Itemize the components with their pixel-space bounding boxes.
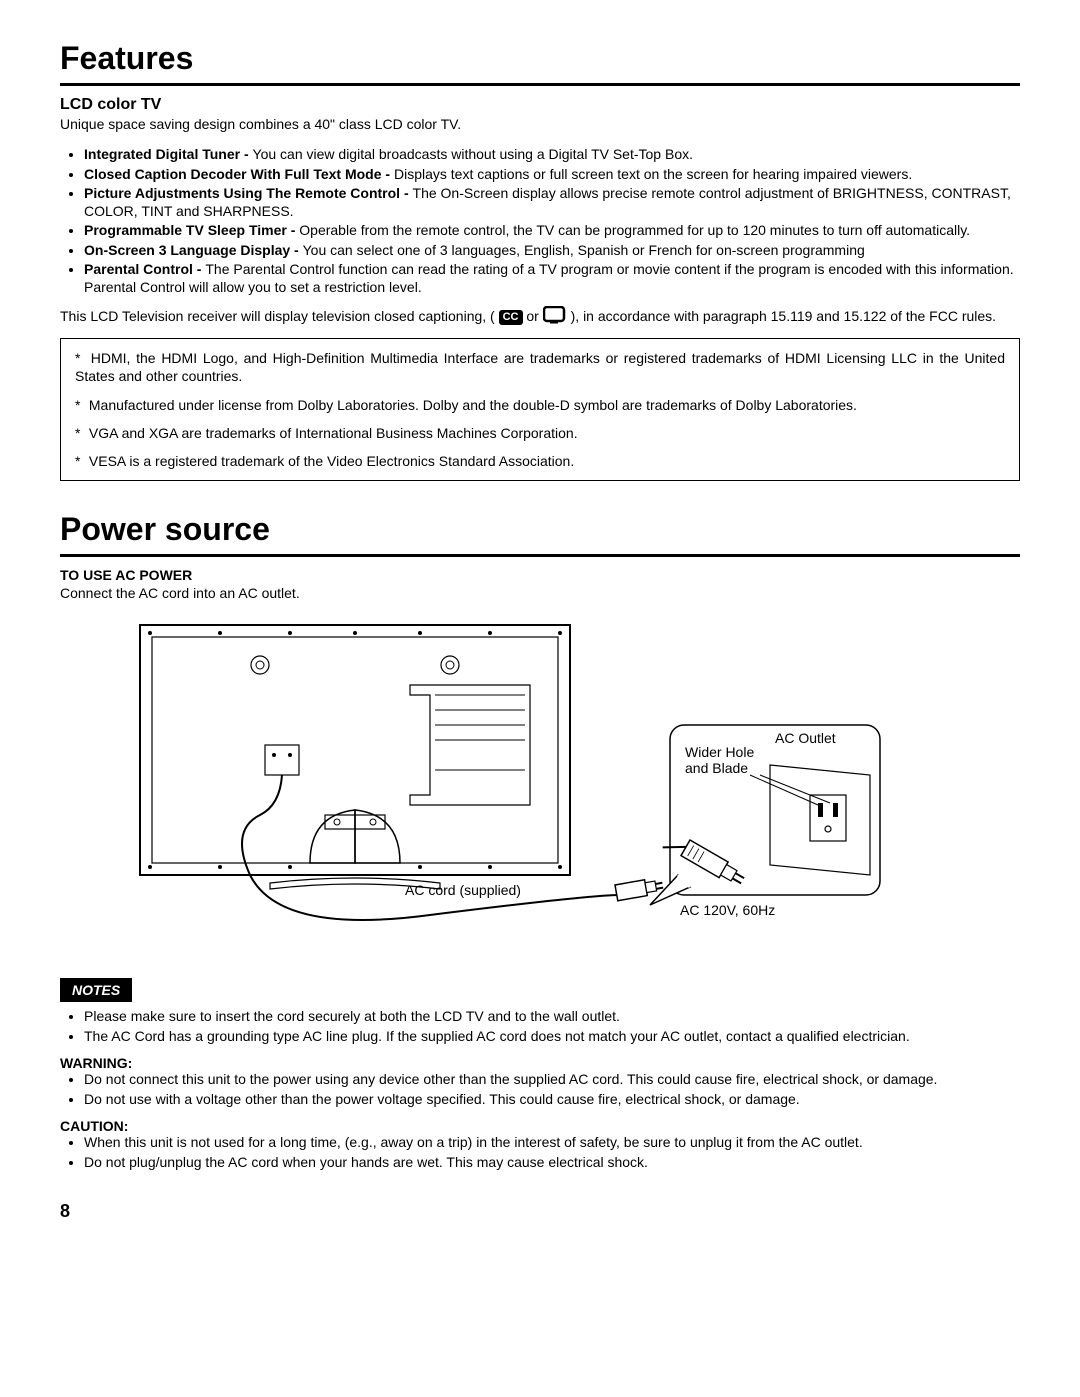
cc-text: ), in accordance with paragraph 15.119 a… [571,308,996,324]
feature-item: Closed Caption Decoder With Full Text Mo… [84,166,1020,184]
feature-item: Programmable TV Sleep Timer - Operable f… [84,222,1020,240]
power-diagram: AC Outlet Wider Hole and Blade AC cord (… [130,615,1020,950]
feature-label: Programmable TV Sleep Timer - [84,222,299,238]
divider [60,83,1020,86]
cc-text: This LCD Television receiver will displa… [60,308,499,324]
wider-hole-label-2: and Blade [685,760,748,776]
caution-item: When this unit is not used for a long ti… [84,1134,1020,1152]
caution-list: When this unit is not used for a long ti… [60,1134,1020,1171]
feature-item: Picture Adjustments Using The Remote Con… [84,185,1020,220]
trademark-line: * Manufactured under license from Dolby … [75,396,1005,414]
ac-spec-label: AC 120V, 60Hz [680,902,775,918]
feature-text: You can view digital broadcasts without … [253,146,693,162]
feature-label: Integrated Digital Tuner - [84,146,253,162]
power-heading: Power source [60,511,1020,548]
note-item: Please make sure to insert the cord secu… [84,1008,1020,1026]
lcd-subheading: LCD color TV [60,96,1020,114]
feature-text: You can select one of 3 languages, Engli… [303,242,865,258]
tv-icon [543,306,567,328]
note-item: The AC Cord has a grounding type AC line… [84,1028,1020,1046]
warning-list: Do not connect this unit to the power us… [60,1071,1020,1108]
ac-power-head: TO USE AC POWER [60,567,1020,583]
intro-text: Unique space saving design combines a 40… [60,116,1020,132]
page-number: 8 [60,1201,1020,1222]
feature-text: The Parental Control function can read t… [84,261,1014,295]
notes-badge: NOTES [60,978,132,1002]
warning-item: Do not connect this unit to the power us… [84,1071,1020,1089]
ac-cord-label: AC cord (supplied) [405,882,521,898]
trademark-line: * HDMI, the HDMI Logo, and High-Definiti… [75,349,1005,385]
ac-outlet-label: AC Outlet [775,730,836,746]
warning-item: Do not use with a voltage other than the… [84,1091,1020,1109]
cc-paragraph: This LCD Television receiver will displa… [60,306,1020,328]
ac-power-text: Connect the AC cord into an AC outlet. [60,585,1020,601]
cc-icon: CC [499,310,523,325]
feature-label: Closed Caption Decoder With Full Text Mo… [84,166,394,182]
caution-head: CAUTION: [60,1118,1020,1134]
feature-item: Integrated Digital Tuner - You can view … [84,146,1020,164]
feature-item: On-Screen 3 Language Display - You can s… [84,242,1020,260]
cc-text: or [526,308,542,324]
feature-item: Parental Control - The Parental Control … [84,261,1020,296]
manual-page: Features LCD color TV Unique space savin… [0,0,1080,1252]
feature-text: Operable from the remote control, the TV… [299,222,970,238]
features-heading: Features [60,40,1020,77]
trademark-box: * HDMI, the HDMI Logo, and High-Definiti… [60,338,1020,481]
divider [60,554,1020,557]
feature-list: Integrated Digital Tuner - You can view … [60,146,1020,296]
notes-list: Please make sure to insert the cord secu… [60,1008,1020,1045]
caution-item: Do not plug/unplug the AC cord when your… [84,1154,1020,1172]
trademark-line: * VESA is a registered trademark of the … [75,452,1005,470]
warning-head: WARNING: [60,1055,1020,1071]
wider-hole-label: Wider Hole [685,744,754,760]
trademark-line: * VGA and XGA are trademarks of Internat… [75,424,1005,442]
feature-label: Picture Adjustments Using The Remote Con… [84,185,413,201]
feature-label: Parental Control - [84,261,205,277]
feature-text: Displays text captions or full screen te… [394,166,912,182]
feature-label: On-Screen 3 Language Display - [84,242,303,258]
